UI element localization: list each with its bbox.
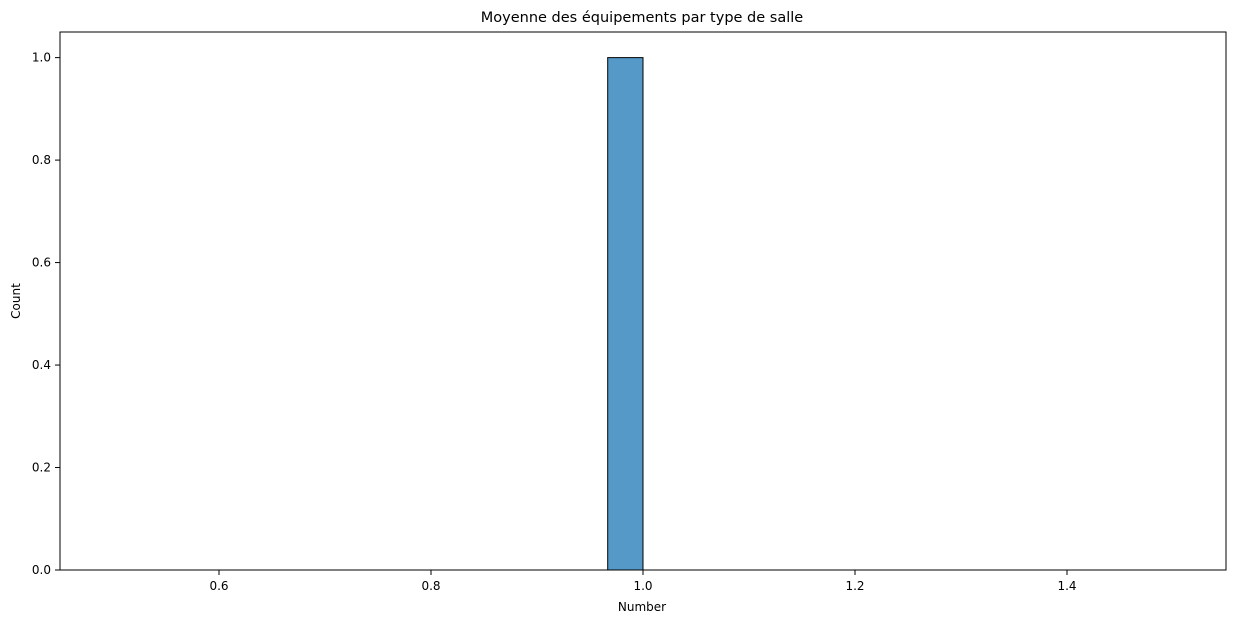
y-tick-label: 0.8 <box>32 153 51 167</box>
y-tick-label: 0.0 <box>32 563 51 577</box>
y-axis-label: Count <box>9 283 23 319</box>
y-tick-label: 0.4 <box>32 358 51 372</box>
y-tick-label: 0.2 <box>32 461 51 475</box>
x-tick-label: 1.0 <box>633 579 652 593</box>
x-tick-label: 1.4 <box>1057 579 1076 593</box>
histogram-bar <box>607 57 644 571</box>
x-axis-label: Number <box>618 600 666 614</box>
x-tick-label: 0.8 <box>421 579 440 593</box>
plot-area: 0.6 0.8 1.0 1.2 1.4 0.0 0.2 0.4 0.6 0.8 1.0 <box>32 31 1227 593</box>
y-tick-label: 0.6 <box>32 256 51 270</box>
chart-title: Moyenne des équipements par type de sall… <box>481 10 804 26</box>
x-tick-label: 0.6 <box>209 579 228 593</box>
y-tick-label: 1.0 <box>32 51 51 65</box>
x-tick-label: 1.2 <box>845 579 864 593</box>
